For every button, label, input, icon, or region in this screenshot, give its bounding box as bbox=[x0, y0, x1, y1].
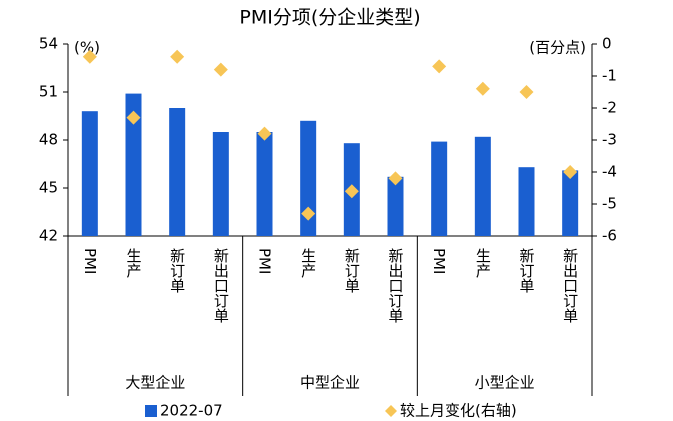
bar bbox=[256, 132, 273, 236]
x-tick-label: 生产 bbox=[125, 248, 143, 278]
y-tick-label: 51 bbox=[39, 83, 58, 101]
group-label: 大型企业 bbox=[125, 374, 185, 392]
bar bbox=[387, 176, 404, 236]
diamond bbox=[126, 110, 141, 125]
x-tick-label: 生产 bbox=[299, 248, 317, 278]
diamond bbox=[519, 85, 534, 99]
diamond bbox=[170, 49, 185, 64]
group-label: 小型企业 bbox=[475, 374, 535, 392]
x-tick-label: PMI bbox=[256, 248, 274, 274]
chart-title: PMI分项(分企业类型) bbox=[239, 7, 420, 29]
x-tick-label: 新订单 bbox=[168, 248, 186, 293]
diamond bbox=[257, 126, 272, 141]
y2-axis-label: (百分点) bbox=[529, 39, 586, 57]
x-tick-label: 新订单 bbox=[343, 248, 361, 293]
x-tick-label: PMI bbox=[430, 248, 448, 274]
bar bbox=[81, 111, 98, 236]
y-tick-label: 48 bbox=[39, 131, 58, 149]
y2-tick-label: -1 bbox=[602, 67, 617, 85]
bar bbox=[169, 108, 186, 236]
diamond bbox=[475, 81, 490, 96]
bar bbox=[300, 120, 317, 236]
y-tick-label: 42 bbox=[39, 227, 58, 245]
diamond bbox=[388, 171, 403, 186]
y2-tick-label: -3 bbox=[602, 131, 617, 149]
diamond bbox=[301, 206, 316, 221]
group-label: 中型企业 bbox=[300, 374, 360, 392]
diamond bbox=[82, 49, 97, 64]
legend-swatch bbox=[145, 405, 157, 417]
x-tick-label: 新出口订单 bbox=[561, 248, 579, 323]
y-tick-label: 54 bbox=[39, 35, 58, 53]
legend-swatch bbox=[385, 405, 397, 417]
bar bbox=[125, 93, 142, 236]
x-tick-label: 生产 bbox=[474, 248, 492, 278]
x-tick-label: 新出口订单 bbox=[212, 248, 230, 323]
legend-label: 较上月变化(右轴) bbox=[400, 402, 517, 420]
y-tick-label: 45 bbox=[39, 179, 58, 197]
bar bbox=[212, 132, 229, 236]
diamond bbox=[563, 165, 578, 179]
y2-tick-label: -4 bbox=[602, 163, 617, 181]
x-tick-label: PMI bbox=[81, 248, 99, 274]
bar bbox=[518, 167, 535, 236]
bar bbox=[474, 136, 491, 236]
y2-tick-label: -2 bbox=[602, 99, 617, 117]
diamond bbox=[344, 184, 359, 199]
y-axis-label: (%) bbox=[74, 39, 100, 57]
diamond bbox=[213, 62, 228, 77]
y2-tick-label: -5 bbox=[602, 195, 617, 213]
bar bbox=[562, 170, 579, 236]
x-tick-label: 新订单 bbox=[518, 248, 536, 293]
y2-tick-label: -6 bbox=[602, 227, 617, 245]
legend-label: 2022-07 bbox=[160, 402, 223, 420]
diamond bbox=[432, 59, 447, 74]
y2-tick-label: 0 bbox=[602, 35, 612, 53]
bar bbox=[431, 141, 448, 236]
x-tick-label: 新出口订单 bbox=[387, 248, 405, 323]
